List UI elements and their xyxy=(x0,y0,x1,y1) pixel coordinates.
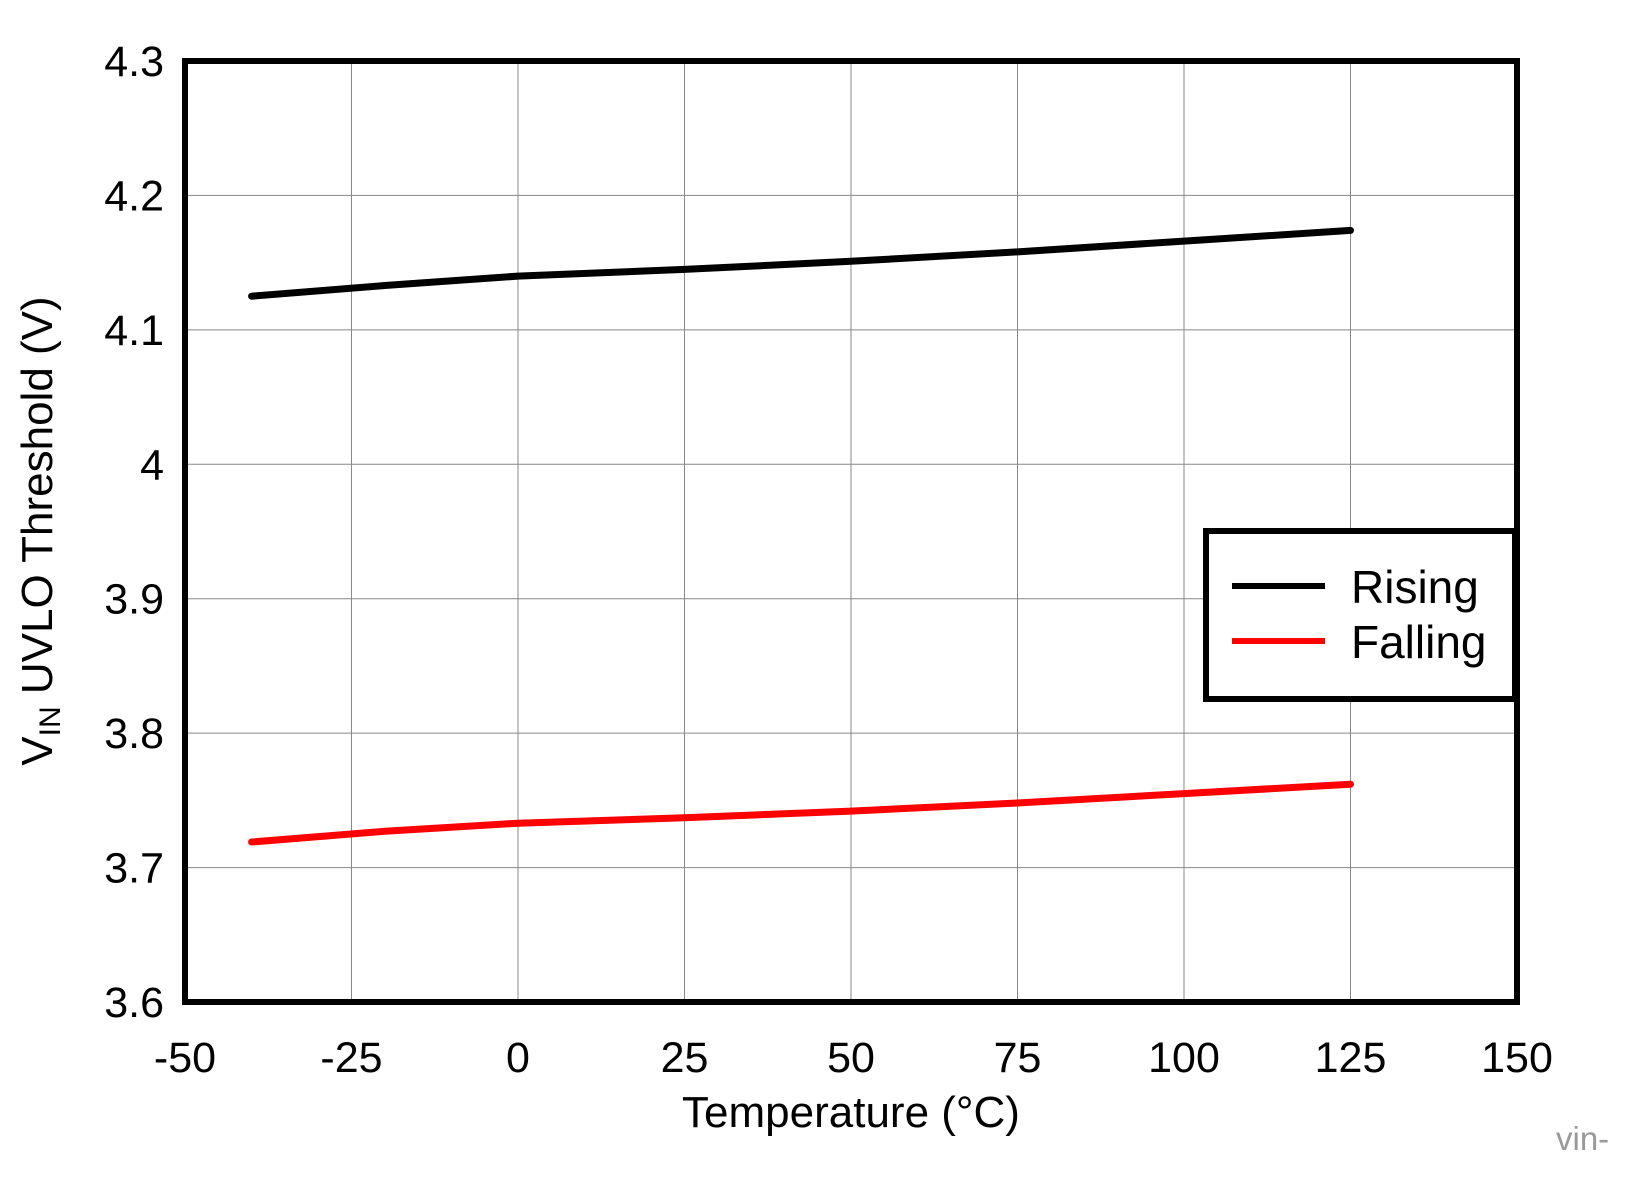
x-axis-label: Temperature (°C) xyxy=(682,1088,1020,1137)
x-tick-label: 75 xyxy=(994,1034,1042,1082)
series-line-falling xyxy=(248,780,1354,846)
y-tick-label: 4.1 xyxy=(104,307,164,355)
y-axis-label: VIN UVLO Threshold (V) xyxy=(13,296,67,765)
legend-box xyxy=(1203,528,1518,702)
figure-id-note: vin- xyxy=(1556,1120,1609,1157)
series-layer xyxy=(248,226,1354,846)
y-tick-label: 3.6 xyxy=(104,979,164,1027)
series-line-rising xyxy=(248,226,1354,300)
y-axis-label-subscript: IN xyxy=(34,706,67,736)
x-tick-labels: -50 -25 0 25 50 75 100 125 150 xyxy=(154,1034,1553,1082)
x-tick-label: 25 xyxy=(661,1034,709,1082)
y-tick-label: 4 xyxy=(140,441,164,489)
x-tick-label: 0 xyxy=(506,1034,530,1082)
legend: Rising Falling xyxy=(1203,528,1518,702)
x-tick-label: 50 xyxy=(827,1034,875,1082)
y-axis-label-main: V xyxy=(13,736,62,766)
legend-label-rising: Rising xyxy=(1351,561,1479,613)
y-axis-label-rest: UVLO Threshold (V) xyxy=(13,296,62,706)
legend-label-falling: Falling xyxy=(1351,616,1487,668)
y-tick-labels: 3.6 3.7 3.8 3.9 4 4.1 4.2 4.3 xyxy=(104,38,164,1027)
y-tick-label: 3.8 xyxy=(104,710,164,758)
x-tick-label: 125 xyxy=(1315,1034,1387,1082)
y-tick-label: 3.7 xyxy=(104,845,164,893)
x-tick-label: 150 xyxy=(1481,1034,1553,1082)
y-tick-label: 3.9 xyxy=(104,576,164,624)
x-tick-label: 100 xyxy=(1148,1034,1220,1082)
y-tick-label: 4.3 xyxy=(104,38,164,86)
y-tick-label: 4.2 xyxy=(104,172,164,220)
x-tick-label: -50 xyxy=(154,1034,216,1082)
x-tick-label: -25 xyxy=(320,1034,382,1082)
